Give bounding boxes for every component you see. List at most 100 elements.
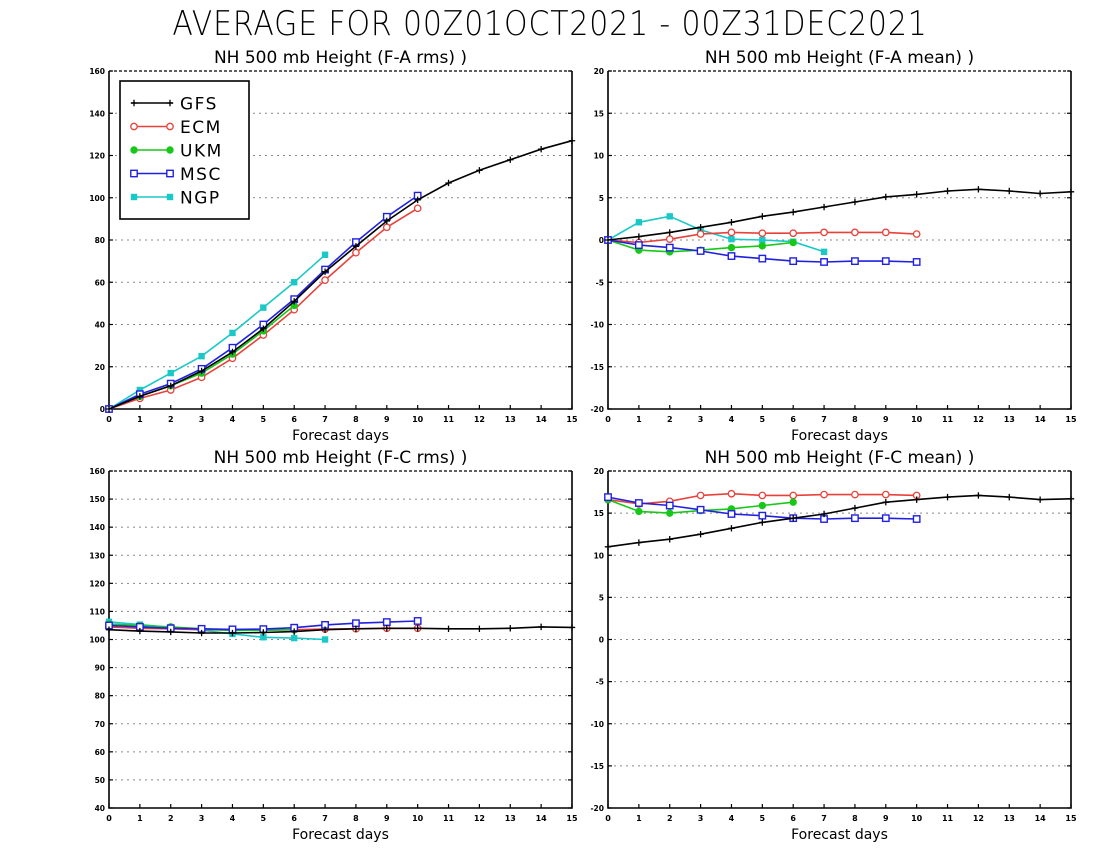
x-tick-label: 7 [322,415,328,424]
data-point-ecm [789,229,798,238]
data-point-ecm [881,228,890,237]
data-point-gfs [759,519,766,526]
x-tick-label: 1 [137,814,143,823]
data-point-gfs [136,627,144,635]
data-point-gfs [198,367,205,375]
data-point-ngp [167,369,174,377]
data-point-ngp [728,235,735,243]
x-tick-label: 13 [1004,814,1015,823]
data-point-msc [789,257,798,266]
x-tick-label: 14 [536,814,548,823]
legend-marker [130,169,138,178]
axis-frame [108,471,573,809]
legend-label: ECM [180,118,222,138]
x-tick-label: 9 [384,814,390,823]
x-tick-label: 2 [168,814,174,823]
data-point-ecm [820,490,828,499]
data-point-ngp [321,636,329,643]
x-tick-label: 10 [911,814,923,823]
legend-marker [130,122,138,131]
data-point-gfs [1067,495,1075,503]
legend-marker [130,99,138,107]
x-tick-label: 12 [474,814,485,823]
y-tick-label: 0 [599,636,604,645]
x-tick-label: 1 [636,415,642,424]
data-point-gfs [167,382,174,389]
data-point-ngp [229,329,236,337]
x-tick-label: 13 [505,814,516,823]
data-point-ecm [696,230,705,238]
y-tick-label: 15 [594,109,604,118]
x-tick-label: 9 [883,814,889,823]
x-tick-label: 8 [353,814,359,823]
data-point-gfs [851,504,859,512]
data-point-gfs [321,268,329,275]
data-point-gfs [913,191,920,198]
data-point-gfs [1006,187,1013,195]
data-point-gfs [291,628,298,635]
y-tick-label: -15 [590,762,604,771]
x-tick-label: 9 [883,415,889,424]
data-point-gfs [507,156,514,163]
x-tick-label: 3 [698,415,704,424]
data-point-msc [758,511,767,520]
x-tick-label: 12 [973,814,984,823]
legend-entry-ngp: NGP [130,189,219,209]
legend-marker [166,169,174,178]
data-point-msc [413,617,422,625]
x-tick-label: 14 [1035,814,1047,823]
axis-frame [607,471,1072,809]
x-tick-label: 6 [291,415,297,424]
data-point-ecm [851,490,859,499]
x-tick-label: 12 [973,415,984,424]
x-tick-label: 5 [261,415,267,424]
main-title: AVERAGE FOR 00Z01OCT2021 - 00Z31DEC2021 [172,4,928,44]
data-point-ecm [321,276,329,284]
legend-marker [130,193,138,201]
data-point-gfs [604,543,612,551]
data-point-ukm [789,498,797,506]
data-point-msc [665,501,674,510]
data-point-ecm [820,228,828,237]
x-tick-label: 0 [605,415,611,424]
data-point-ecm [912,230,921,238]
data-point-gfs [537,623,545,631]
data-point-gfs [944,187,951,195]
data-point-msc [604,493,612,502]
data-point-gfs [666,536,673,543]
x-tick-label: 14 [536,415,548,424]
x-tick-label: 3 [698,814,704,823]
data-point-gfs [1006,493,1013,501]
data-point-gfs [944,493,951,501]
x-tick-label: 15 [1065,415,1077,424]
data-point-msc [382,618,391,626]
data-point-ngp [260,304,267,311]
data-point-gfs [229,629,236,637]
y-tick-label: 100 [89,194,105,203]
data-point-ngp [666,213,673,220]
data-point-msc [881,514,890,523]
y-tick-label: 100 [89,636,105,645]
data-point-gfs [820,203,828,211]
data-point-gfs [820,510,828,518]
data-point-ngp [291,279,298,286]
y-tick-label: 40 [95,321,105,330]
data-point-gfs [635,539,643,546]
x-tick-label: 6 [291,814,297,823]
series-line-gfs [607,188,1072,241]
x-tick-label: 1 [636,814,642,823]
y-tick-label: 120 [89,579,105,588]
data-point-gfs [759,213,766,220]
legend: GFS ECM UKM MSC NGP [119,80,250,220]
legend-entry-gfs: GFS [130,95,216,115]
y-tick-label: 20 [95,363,105,372]
data-point-ecm [789,491,798,500]
x-tick-label: 15 [566,415,578,424]
data-point-ecm [851,228,859,237]
data-point-ecm [696,491,705,500]
x-tick-label: 7 [821,415,827,424]
data-point-gfs [1036,190,1044,197]
x-tick-label: 10 [412,814,424,823]
legend-label: MSC [180,165,222,185]
